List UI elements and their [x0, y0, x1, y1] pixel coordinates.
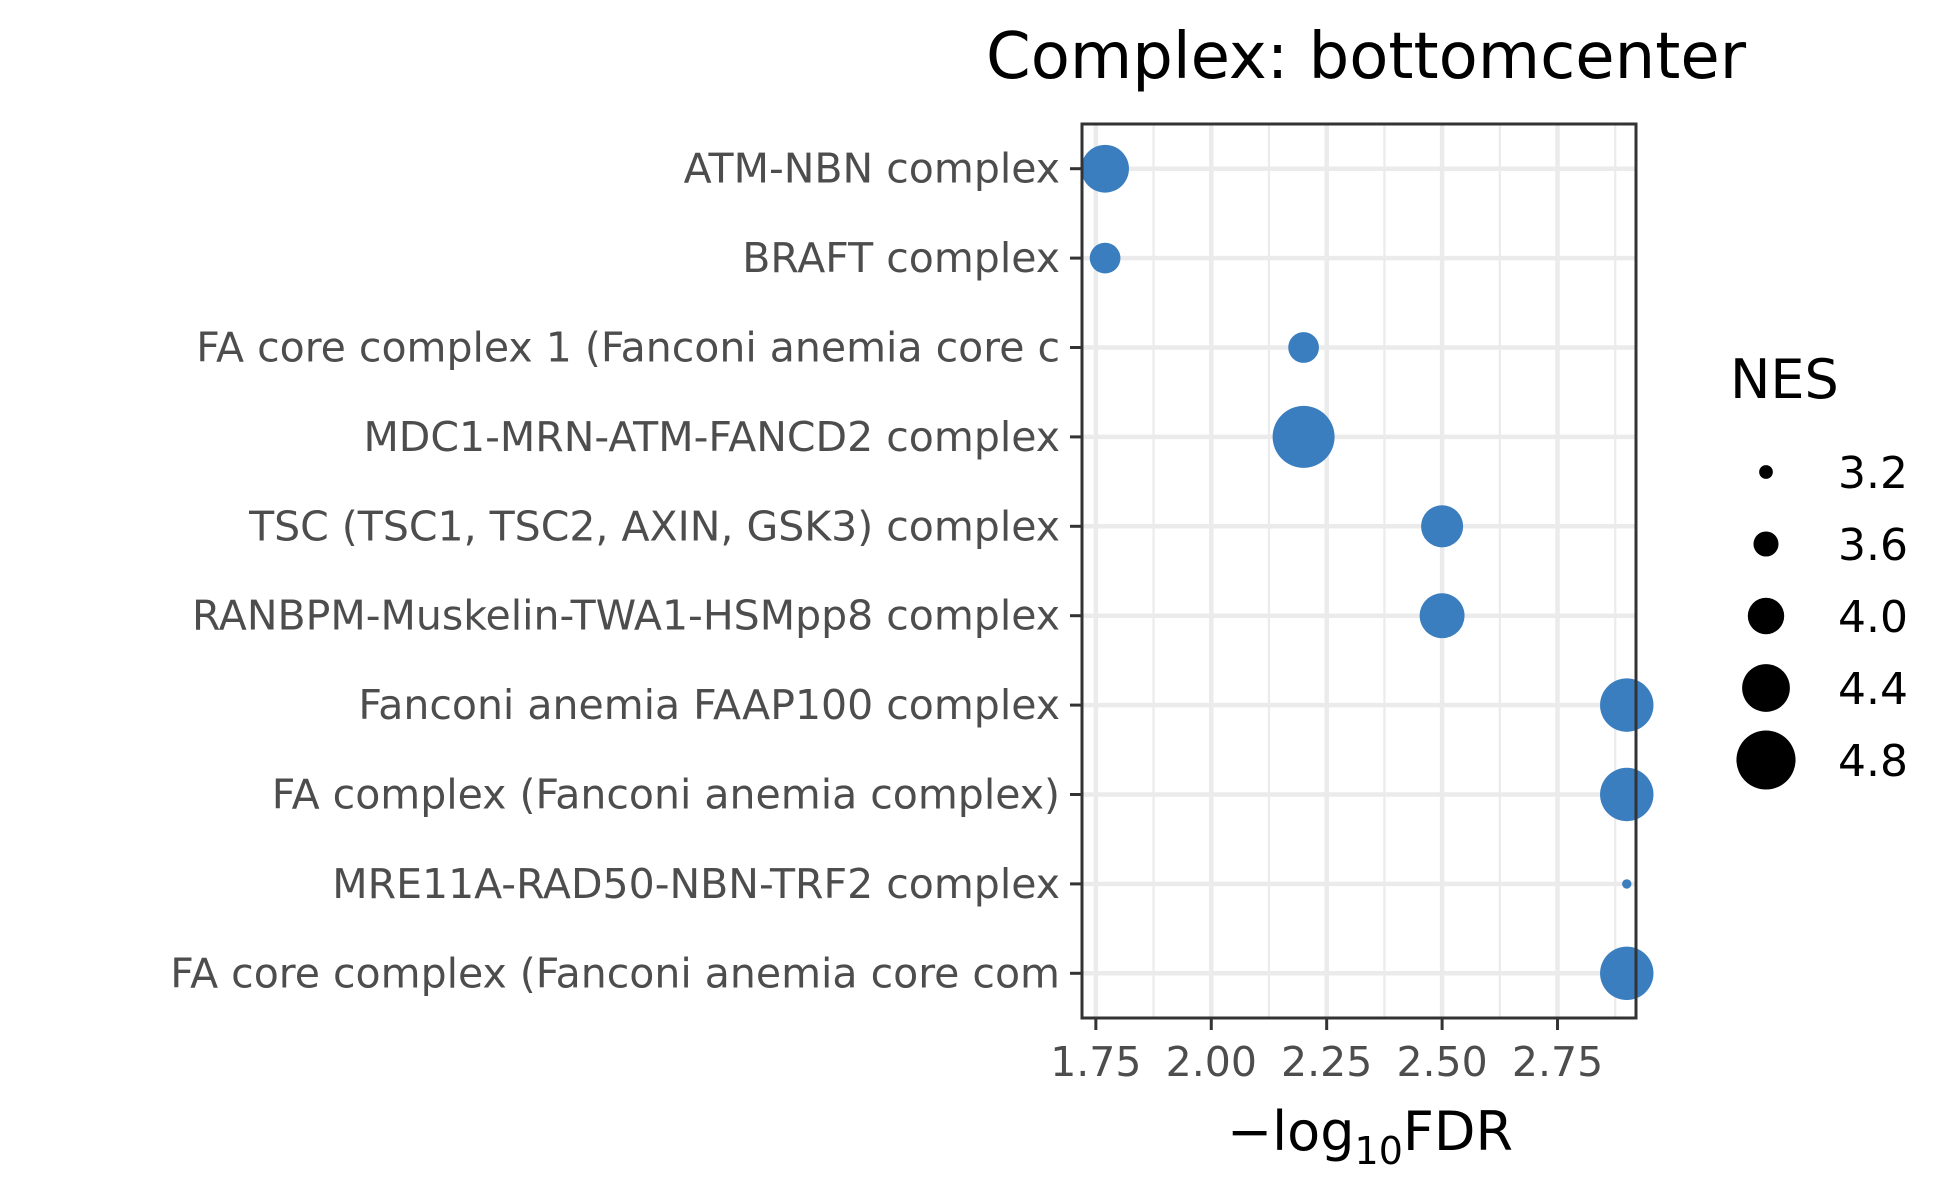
x-axis-title: −log10FDR: [1227, 1100, 1513, 1173]
y-tick-label: MRE11A-RAD50-NBN-TRF2 complex: [332, 860, 1060, 908]
x-tick-label: 2.25: [1281, 1038, 1372, 1086]
chart-title: Complex: bottomcenter: [986, 20, 1747, 94]
data-point: [1089, 242, 1121, 274]
x-axis: 1.75 2.00 2.25 2.50 2.75: [1050, 1018, 1603, 1086]
plot-panel-border: [1080, 122, 1638, 1020]
data-point: [1622, 879, 1632, 889]
data-point: [1600, 767, 1654, 822]
plot-panel-background: [1082, 124, 1636, 1018]
y-tick-label: Fanconi anemia FAAP100 complex: [358, 681, 1060, 729]
x-tick-label: 2.50: [1396, 1038, 1487, 1086]
legend-key: [1753, 531, 1779, 557]
legend-key: [1742, 664, 1790, 712]
data-point: [1288, 332, 1319, 363]
data-point: [1272, 405, 1335, 468]
data-point: [1600, 946, 1654, 1001]
legend-key: [1759, 465, 1773, 479]
legend-title: NES: [1730, 348, 1839, 411]
legend-key: [1747, 597, 1785, 635]
legend-label: 3.2: [1838, 448, 1908, 499]
x-axis-title-prefix: −log: [1227, 1100, 1355, 1163]
points-layer: [1081, 144, 1654, 1001]
y-tick-label: MDC1-MRN-ATM-FANCD2 complex: [363, 413, 1060, 461]
data-point: [1081, 144, 1129, 193]
x-tick-label: 1.75: [1050, 1038, 1141, 1086]
y-tick-label: ATM-NBN complex: [684, 145, 1060, 193]
y-tick-label: TSC (TSC1, TSC2, AXIN, GSK3) complex: [248, 502, 1060, 550]
y-tick-label: FA complex (Fanconi anemia complex): [272, 771, 1060, 819]
x-axis-title-subscript: 10: [1355, 1129, 1403, 1173]
x-axis-title-suffix: FDR: [1403, 1100, 1513, 1163]
data-point: [1421, 505, 1464, 548]
legend-label: 4.0: [1838, 592, 1908, 643]
y-tick-label: RANBPM-Muskelin-TWA1-HSMpp8 complex: [192, 592, 1060, 640]
legend-key: [1736, 730, 1796, 790]
legend: NES 3.2 3.6 4.0 4.4 4.8: [1730, 348, 1908, 790]
data-point: [1419, 593, 1465, 639]
legend-label: 4.8: [1838, 736, 1908, 787]
legend-label: 4.4: [1838, 664, 1908, 715]
y-tick-label: BRAFT complex: [742, 234, 1060, 282]
x-tick-label: 2.00: [1166, 1038, 1257, 1086]
y-tick-label: FA core complex 1 (Fanconi anemia core c: [196, 324, 1060, 372]
grid-layer: [1082, 124, 1636, 1018]
legend-label: 3.6: [1838, 520, 1908, 571]
x-tick-label: 2.75: [1512, 1038, 1603, 1086]
legend-items: 3.2 3.6 4.0 4.4 4.8: [1736, 448, 1908, 790]
data-point: [1600, 678, 1654, 732]
y-tick-label: FA core complex (Fanconi anemia core com: [170, 949, 1060, 997]
y-axis: ATM-NBN complex BRAFT complex FA core comp…: [170, 145, 1082, 997]
